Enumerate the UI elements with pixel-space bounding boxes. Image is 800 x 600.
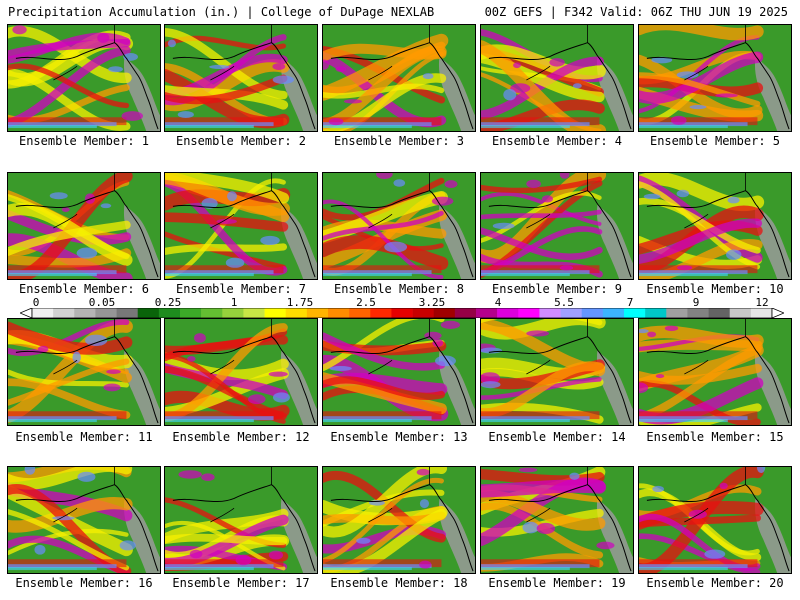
ensemble-member-label: Ensemble Member: 3 bbox=[333, 134, 465, 148]
precip-map bbox=[481, 25, 633, 131]
colorbar-tick-label: 9 bbox=[692, 296, 700, 309]
precip-map bbox=[8, 319, 160, 425]
precip-map bbox=[165, 25, 317, 131]
precip-map bbox=[323, 319, 475, 425]
precip-map bbox=[639, 467, 791, 573]
precip-map bbox=[481, 467, 633, 573]
ensemble-member-label: Ensemble Member: 4 bbox=[491, 134, 623, 148]
ensemble-member-map bbox=[7, 466, 161, 574]
ensemble-member-label: Ensemble Member: 17 bbox=[172, 576, 310, 590]
precip-map bbox=[639, 25, 791, 131]
chart-title: Precipitation Accumulation (in.) | Colle… bbox=[8, 5, 435, 19]
ensemble-member-map bbox=[7, 318, 161, 426]
colorbar-tick-label: 12 bbox=[755, 296, 769, 309]
ensemble-member-label: Ensemble Member: 9 bbox=[491, 282, 623, 296]
ensemble-member-label: Ensemble Member: 13 bbox=[330, 430, 468, 444]
ensemble-member-map bbox=[322, 172, 476, 280]
ensemble-member-label: Ensemble Member: 20 bbox=[646, 576, 784, 590]
ensemble-member-label: Ensemble Member: 11 bbox=[15, 430, 153, 444]
precip-map bbox=[323, 173, 475, 279]
precip-map bbox=[8, 173, 160, 279]
precip-map bbox=[481, 173, 633, 279]
ensemble-member-label: Ensemble Member: 10 bbox=[646, 282, 784, 296]
ensemble-member-label: Ensemble Member: 5 bbox=[649, 134, 781, 148]
ensemble-member-map bbox=[164, 318, 318, 426]
model-run-info: 00Z GEFS | F342 Valid: 06Z THU JUN 19 20… bbox=[484, 5, 788, 19]
ensemble-member-map bbox=[638, 318, 792, 426]
precip-map bbox=[323, 25, 475, 131]
ensemble-member-map bbox=[164, 466, 318, 574]
ensemble-member-label: Ensemble Member: 14 bbox=[488, 430, 626, 444]
precip-map bbox=[323, 467, 475, 573]
ensemble-member-map bbox=[638, 466, 792, 574]
precip-map bbox=[639, 319, 791, 425]
ensemble-member-map bbox=[480, 318, 634, 426]
colorbar-tick-label: 4 bbox=[494, 296, 502, 309]
precip-map bbox=[165, 173, 317, 279]
ensemble-member-label: Ensemble Member: 1 bbox=[18, 134, 150, 148]
ensemble-member-label: Ensemble Member: 8 bbox=[333, 282, 465, 296]
colorbar-tick-label: 1 bbox=[230, 296, 238, 309]
precip-map bbox=[481, 319, 633, 425]
colorbar-tick-label: 7 bbox=[626, 296, 634, 309]
precip-map bbox=[165, 467, 317, 573]
colorbar-tick-label: 1.75 bbox=[286, 296, 314, 309]
ensemble-member-label: Ensemble Member: 7 bbox=[175, 282, 307, 296]
ensemble-member-label: Ensemble Member: 16 bbox=[15, 576, 153, 590]
colorbar-tick-label: 0.05 bbox=[88, 296, 116, 309]
ensemble-member-label: Ensemble Member: 12 bbox=[172, 430, 310, 444]
ensemble-member-map bbox=[164, 172, 318, 280]
ensemble-member-map bbox=[322, 466, 476, 574]
ensemble-member-map bbox=[7, 172, 161, 280]
ensemble-member-map bbox=[164, 24, 318, 132]
ensemble-member-map bbox=[638, 172, 792, 280]
ensemble-member-map bbox=[480, 24, 634, 132]
ensemble-member-map bbox=[7, 24, 161, 132]
precipitation-colorbar bbox=[20, 308, 784, 318]
colorbar-tick-label: 2.5 bbox=[356, 296, 376, 309]
precip-map bbox=[165, 319, 317, 425]
ensemble-member-map bbox=[480, 172, 634, 280]
ensemble-member-map bbox=[638, 24, 792, 132]
colorbar-tick-label: 3.25 bbox=[418, 296, 446, 309]
ensemble-member-label: Ensemble Member: 18 bbox=[330, 576, 468, 590]
ensemble-member-label: Ensemble Member: 19 bbox=[488, 576, 626, 590]
precip-map bbox=[639, 173, 791, 279]
precip-map bbox=[8, 25, 160, 131]
ensemble-member-map bbox=[480, 466, 634, 574]
precip-map bbox=[8, 467, 160, 573]
colorbar-tick-label: 5.5 bbox=[554, 296, 574, 309]
ensemble-member-label: Ensemble Member: 15 bbox=[646, 430, 784, 444]
ensemble-member-map bbox=[322, 318, 476, 426]
ensemble-member-map bbox=[322, 24, 476, 132]
colorbar-tick-label: 0 bbox=[32, 296, 40, 309]
ensemble-member-label: Ensemble Member: 6 bbox=[18, 282, 150, 296]
ensemble-member-label: Ensemble Member: 2 bbox=[175, 134, 307, 148]
colorbar-tick-label: 0.25 bbox=[154, 296, 182, 309]
